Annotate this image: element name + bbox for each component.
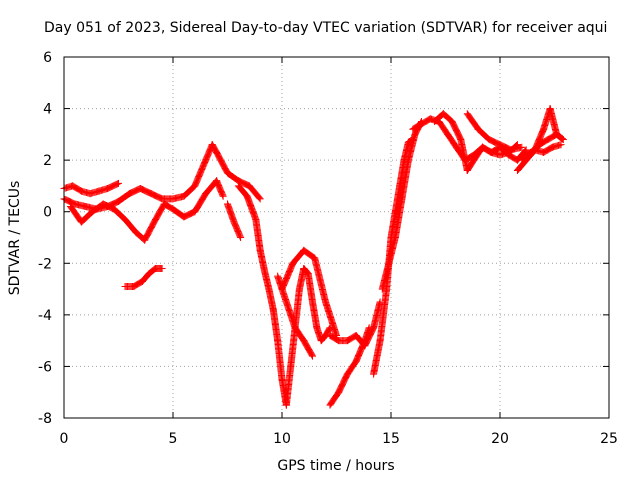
data-series: [274, 272, 317, 360]
y-axis-label: SDTVAR / TECUs: [7, 181, 23, 296]
data-point: [236, 232, 244, 240]
data-series: [160, 177, 227, 221]
y-tick-label: -8: [38, 411, 52, 427]
data-point: [237, 234, 245, 241]
plot-frame: [63, 56, 610, 419]
data-series: [60, 141, 264, 213]
grid-lines: [64, 57, 609, 418]
data-point: [303, 268, 311, 276]
x-tick-label: 10: [273, 431, 291, 447]
data-series: [60, 179, 122, 198]
data-point: [521, 147, 529, 155]
x-tick-label: 5: [169, 431, 178, 447]
data-point: [158, 264, 166, 272]
data-point: [308, 351, 316, 359]
data-point: [325, 325, 333, 333]
data-points: [60, 105, 567, 409]
data-series: [278, 246, 340, 339]
y-tick-label: -2: [38, 256, 52, 272]
data-series: [67, 200, 168, 244]
x-tick-label: 0: [60, 431, 69, 447]
data-point: [557, 141, 565, 149]
data-point: [219, 192, 227, 200]
data-series: [224, 200, 245, 241]
data-point: [558, 135, 566, 143]
x-axis-label: GPS time / hours: [277, 458, 394, 474]
y-tick-label: 0: [43, 205, 52, 221]
x-tick-label: 20: [491, 431, 509, 447]
data-point: [255, 194, 263, 202]
y-tick-label: 6: [43, 50, 52, 66]
x-axis-ticks: 0 5 10 15 20 25: [60, 57, 618, 447]
x-tick-label: 15: [382, 431, 400, 447]
data-point: [518, 143, 526, 151]
data-series: [326, 298, 384, 350]
y-tick-label: 4: [43, 102, 52, 118]
data-point: [559, 136, 567, 144]
y-tick-label: -6: [38, 359, 52, 375]
data-series: [409, 115, 530, 164]
y-axis-ticks: -8 -6 -4 -2 0 2 4 6: [38, 50, 609, 427]
data-series: [522, 141, 565, 159]
y-tick-label: 2: [43, 153, 52, 169]
y-tick-label: -4: [38, 308, 52, 324]
data-series: [378, 117, 426, 293]
data-series: [463, 110, 526, 154]
x-tick-label: 25: [600, 431, 618, 447]
data-series: [431, 110, 521, 174]
data-point: [113, 180, 121, 188]
data-series: [234, 182, 334, 409]
chart-title: Day 051 of 2023, Sidereal Day-to-day VTE…: [44, 20, 607, 36]
data-point: [256, 195, 264, 203]
data-point: [309, 352, 317, 360]
data-point: [115, 179, 122, 187]
data-series: [121, 264, 166, 290]
data-point: [219, 191, 227, 199]
